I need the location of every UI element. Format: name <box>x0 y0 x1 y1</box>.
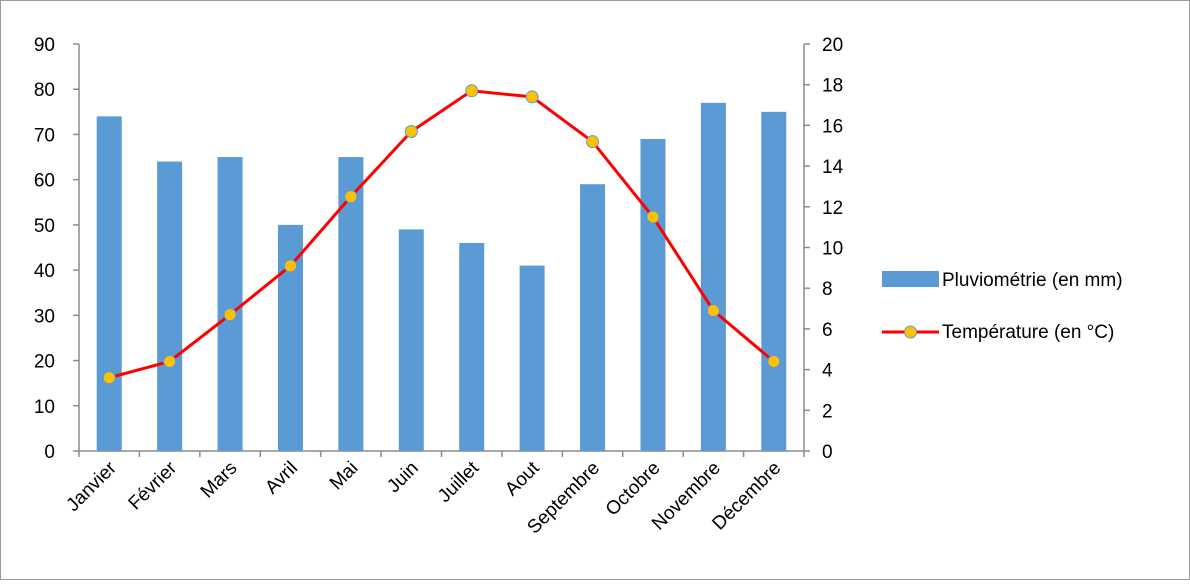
right-axis-tick-label: 6 <box>822 320 833 341</box>
bar-mars <box>217 157 243 452</box>
x-axis-tick-label: Février <box>125 457 182 514</box>
temperature-point-février <box>163 354 177 368</box>
x-axis-tick-label: Avril <box>261 458 302 499</box>
left-axis-tick-labels: 0 10 20 30 40 50 60 70 80 90 <box>34 35 55 463</box>
temperature-point-mars <box>223 308 237 322</box>
legend-swatch-rainfall <box>882 271 939 287</box>
left-axis-tick-label: 40 <box>34 261 55 282</box>
bar-février <box>157 161 183 452</box>
left-axis-tick-label: 30 <box>34 306 55 327</box>
temperature-point-décembre <box>767 354 781 368</box>
temperature-point-septembre <box>586 135 600 149</box>
x-axis-tick-label: Janvier <box>63 457 122 516</box>
x-axis-tick-label: Mars <box>197 458 242 503</box>
left-axis-tick-label: 60 <box>34 171 55 192</box>
temperature-point-novembre <box>706 304 720 318</box>
x-axis-tick-label: Aout <box>501 457 544 500</box>
x-axis-tick-label: Mai <box>326 458 363 495</box>
x-axis-tick-label: Juillet <box>434 457 484 507</box>
bar-juin <box>398 229 424 451</box>
bar-octobre <box>640 138 666 451</box>
temperature-point-aout <box>525 90 539 104</box>
legend-swatch-temperature-marker <box>904 325 917 339</box>
right-axis-tick-label: 14 <box>822 157 844 178</box>
left-axis-tick-label: 70 <box>34 125 55 146</box>
left-axis-tick-label: 90 <box>34 35 55 56</box>
right-axis-tick-label: 8 <box>822 279 833 300</box>
left-axis-tick-label: 80 <box>34 80 55 101</box>
right-axis-tick-labels: 0 2 4 6 8 10 12 14 16 18 20 <box>822 35 844 463</box>
x-axis-tick-label: Juin <box>383 458 422 497</box>
right-axis-tick-label: 0 <box>822 442 833 463</box>
temperature-point-mai <box>344 190 358 204</box>
temperature-line <box>102 84 781 385</box>
right-axis-tick-label: 18 <box>822 76 843 97</box>
legend-label-rainfall: Pluviométrie (en mm) <box>942 270 1123 291</box>
right-axis-tick-label: 20 <box>822 35 843 56</box>
bar-septembre <box>580 184 606 451</box>
axes <box>73 43 810 457</box>
temperature-point-avril <box>283 259 297 273</box>
temperature-point-octobre <box>646 210 660 224</box>
left-axis-tick-label: 0 <box>44 442 55 463</box>
bar-novembre <box>700 102 726 452</box>
right-axis-tick-label: 10 <box>822 239 843 260</box>
bar-avril <box>277 224 303 451</box>
right-axis-tick-label: 16 <box>822 116 843 137</box>
left-axis-tick-label: 50 <box>34 216 55 237</box>
bar-aout <box>519 265 545 451</box>
right-axis-tick-label: 2 <box>822 401 833 422</box>
bar-décembre <box>761 111 787 451</box>
left-axis-tick-label: 10 <box>34 397 55 418</box>
left-axis-tick-label: 20 <box>34 352 55 373</box>
right-axis-tick-label: 12 <box>822 198 843 219</box>
legend-label-temperature: Température (en °C) <box>942 322 1114 343</box>
temperature-series-line <box>108 89 775 380</box>
temperature-point-janvier <box>102 371 116 385</box>
right-axis-tick-label: 4 <box>822 361 833 382</box>
temperature-point-juillet <box>465 84 479 98</box>
x-axis-tick-labels: Janvier Février Mars Avril Mai Juin Juillet Aou… <box>63 457 786 538</box>
bar-janvier <box>96 116 122 451</box>
x-axis-tick-label: Octobre <box>602 458 665 521</box>
legend: Pluviométrie (en mm) Température (en °C) <box>882 270 1123 343</box>
rainfall-bars <box>96 102 787 452</box>
temperature-point-juin <box>404 125 418 139</box>
bar-juillet <box>459 242 485 451</box>
